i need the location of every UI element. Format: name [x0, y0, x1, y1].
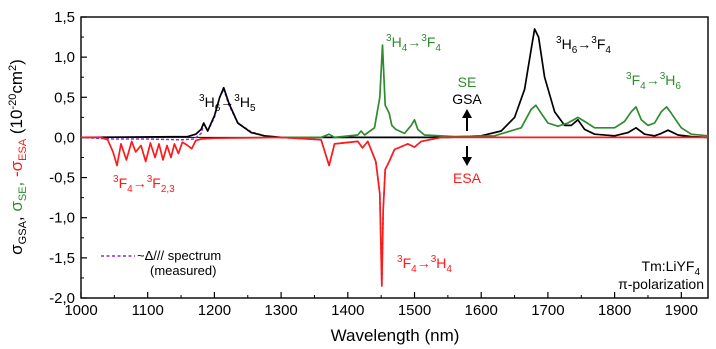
legend-label-line2: (measured) — [150, 263, 216, 278]
y-title-gsa: σGSA, — [7, 212, 29, 255]
anno-h6-f4: 3H6→3F4 — [556, 35, 611, 56]
axis-ticks: 1000 1100 1200 1300 1400 1500 1600 1700 1800 1900… — [49, 9, 698, 319]
x-tick-label: 1800 — [598, 302, 631, 319]
series-esa — [81, 136, 708, 287]
arrow-up-head — [462, 109, 472, 118]
series-layer — [80, 28, 709, 287]
y-axis-title: σGSA, σSE, -σESA (10-20cm2) — [7, 59, 29, 255]
anno-h4-f4: 3H4→3F4 — [386, 33, 441, 54]
y-tick-label: -1,0 — [49, 210, 75, 227]
crystal-label: Tm:LiYF4 — [642, 258, 701, 278]
series-se — [281, 44, 709, 139]
x-tick-label: 1400 — [331, 302, 364, 319]
label-esa: ESA — [453, 170, 482, 186]
x-tick-label: 1600 — [465, 302, 498, 319]
anno-f4-h4: 3F4→3H4 — [397, 254, 452, 275]
anno-f4-f23: 3F4→3F2,3 — [113, 174, 175, 195]
y-tick-label: -0,5 — [49, 170, 75, 187]
y-tick-label: -1,5 — [49, 250, 75, 267]
y-title-esa: -σESA — [7, 138, 29, 177]
label-se: SE — [458, 74, 477, 90]
y-tick-label: 1,0 — [54, 49, 75, 66]
y-tick-label: 0,5 — [54, 89, 75, 106]
arrow-down-head — [462, 157, 472, 166]
legend-label-line1: ~Δ/// spectrum — [137, 248, 221, 263]
anno-h6-h5: 3H6→3H5 — [199, 93, 256, 114]
y-title-se: σSE, — [7, 177, 29, 212]
x-tick-label: 1300 — [264, 302, 297, 319]
x-tick-label: 1200 — [198, 302, 231, 319]
y-tick-label: -2,0 — [49, 290, 75, 307]
x-tick-label: 1000 — [64, 302, 97, 319]
x-tick-label: 1900 — [665, 302, 698, 319]
y-tick-label: 0,0 — [54, 129, 75, 146]
x-tick-label: 1700 — [531, 302, 564, 319]
label-gsa: GSA — [452, 91, 482, 107]
x-axis-title: Wavelength (nm) — [331, 326, 460, 345]
series-gsa — [80, 28, 709, 139]
y-tick-label: 1,5 — [54, 9, 75, 26]
x-tick-label: 1100 — [132, 302, 164, 319]
polarization-label: π-polarization — [618, 276, 704, 292]
anno-f4-h6: 3F4→3H6 — [626, 71, 681, 92]
x-tick-label: 1500 — [398, 302, 431, 319]
